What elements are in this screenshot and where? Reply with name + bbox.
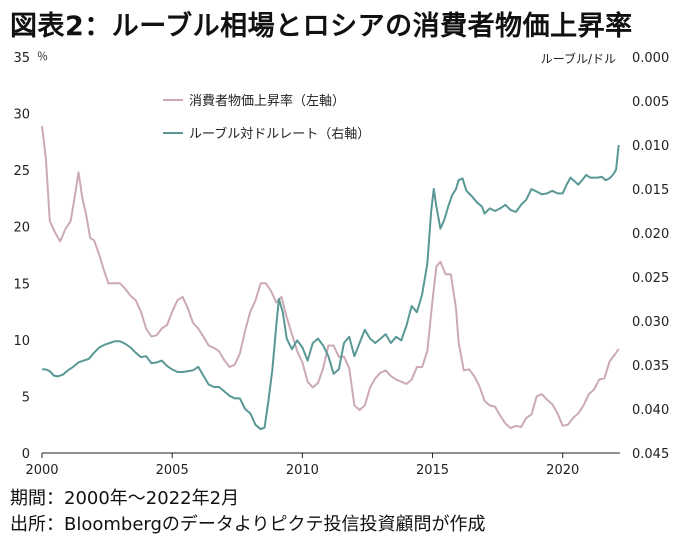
x-tick-label: 2015 [416,463,449,478]
x-tick-label: 2005 [156,463,189,478]
left-tick-label: 0 [22,447,30,462]
right-tick-label: 0.005 [632,95,669,110]
right-tick-label: 0.035 [632,359,669,374]
right-axis-unit: ルーブル/ドル [541,51,616,66]
left-tick-label: 10 [13,334,30,349]
left-tick-label: 25 [13,164,30,179]
chart-title: 図表2：ルーブル相場とロシアの消費者物価上昇率 [10,11,633,42]
right-tick-label: 0.030 [632,315,669,330]
right-tick-label: 0.040 [632,403,669,418]
left-tick-label: 30 [13,108,30,123]
right-tick-label: 0.010 [632,139,669,154]
right-axis-ticks: 0.000 0.005 0.010 0.015 0.020 0.025 0.030 0.035… [632,51,669,462]
x-tick-label: 2000 [25,463,58,478]
left-tick-label: 5 [22,390,30,405]
left-tick-label: 15 [13,277,30,292]
line-chart: 0 5 10 15 20 25 30 35 0.000 0.005 0.010 0.015 0.020… [13,50,669,478]
x-tick-label: 2010 [286,463,319,478]
series-layer [41,125,620,431]
legend-label-rouble: ルーブル対ドルレート（右軸） [189,126,370,142]
legend-label-cpi: 消費者物価上昇率（左軸） [189,93,345,109]
source-note: 出所：Bloombergのデータよりピクテ投信投資顧問が作成 [10,514,486,535]
cpi-series-line [41,125,620,430]
left-tick-label: 35 [13,51,30,66]
x-axis-ticks: 2000 2005 2010 2015 2020 [25,453,579,478]
right-tick-label: 0.045 [632,447,669,462]
left-axis-unit: ％ [37,50,48,63]
rouble-series-line [42,144,620,431]
right-tick-label: 0.020 [632,227,669,242]
right-tick-label: 0.015 [632,183,669,198]
left-axis-ticks: 0 5 10 15 20 25 30 35 [13,51,30,462]
left-tick-label: 20 [13,221,30,236]
right-tick-label: 0.025 [632,271,669,286]
x-tick-label: 2020 [546,463,579,478]
period-note: 期間：2000年～2022年2月 [10,488,240,509]
legend: 消費者物価上昇率（左軸） ルーブル対ドルレート（右軸） [163,93,370,142]
right-tick-label: 0.000 [632,51,669,66]
